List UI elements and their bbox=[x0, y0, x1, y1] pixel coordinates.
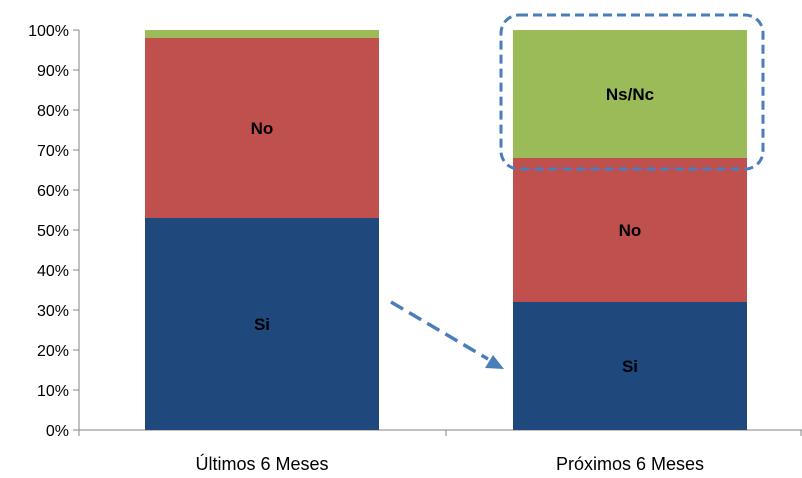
bar-segment-label: Si bbox=[254, 315, 270, 334]
x-category-label: Últimos 6 Meses bbox=[195, 453, 328, 474]
x-axis: Últimos 6 Meses Próximos 6 Meses bbox=[78, 429, 802, 474]
bar-segment-no bbox=[513, 158, 747, 302]
y-tick-label: 10% bbox=[37, 383, 69, 400]
bar-segment-label: No bbox=[619, 221, 642, 240]
y-tick-label: 0% bbox=[46, 423, 69, 440]
bar-segment-label: Ns/Nc bbox=[606, 85, 654, 104]
bar-segment-si bbox=[145, 218, 379, 430]
y-tick-label: 30% bbox=[37, 303, 69, 320]
highlight-box bbox=[499, 13, 765, 171]
y-tick-label: 100% bbox=[28, 23, 69, 40]
y-tick-label: 70% bbox=[37, 143, 69, 160]
y-tick-label: 80% bbox=[37, 103, 69, 120]
bar-segment-ns-nc bbox=[513, 30, 747, 158]
bar-segment-no bbox=[145, 38, 379, 218]
bar-segment-label: Si bbox=[622, 357, 638, 376]
bars: Si No Si No Ns/Nc bbox=[145, 30, 747, 430]
y-tick-label: 90% bbox=[37, 63, 69, 80]
bar-segment-ns-nc bbox=[145, 30, 379, 38]
y-tick-label: 40% bbox=[37, 263, 69, 280]
y-tick-label: 50% bbox=[37, 223, 69, 240]
y-tick-label: 60% bbox=[37, 183, 69, 200]
bar-segment-si bbox=[513, 302, 747, 430]
trend-arrow-head bbox=[485, 355, 504, 369]
bar-segment-label: No bbox=[251, 119, 274, 138]
x-category-label: Próximos 6 Meses bbox=[556, 454, 704, 474]
trend-arrow-line bbox=[390, 300, 489, 361]
annotations bbox=[390, 13, 765, 369]
y-tick-label: 20% bbox=[37, 343, 69, 360]
y-axis: 0% 10% 20% 30% 40% 50% 60% 70% 80% 90% 100% bbox=[28, 23, 80, 440]
